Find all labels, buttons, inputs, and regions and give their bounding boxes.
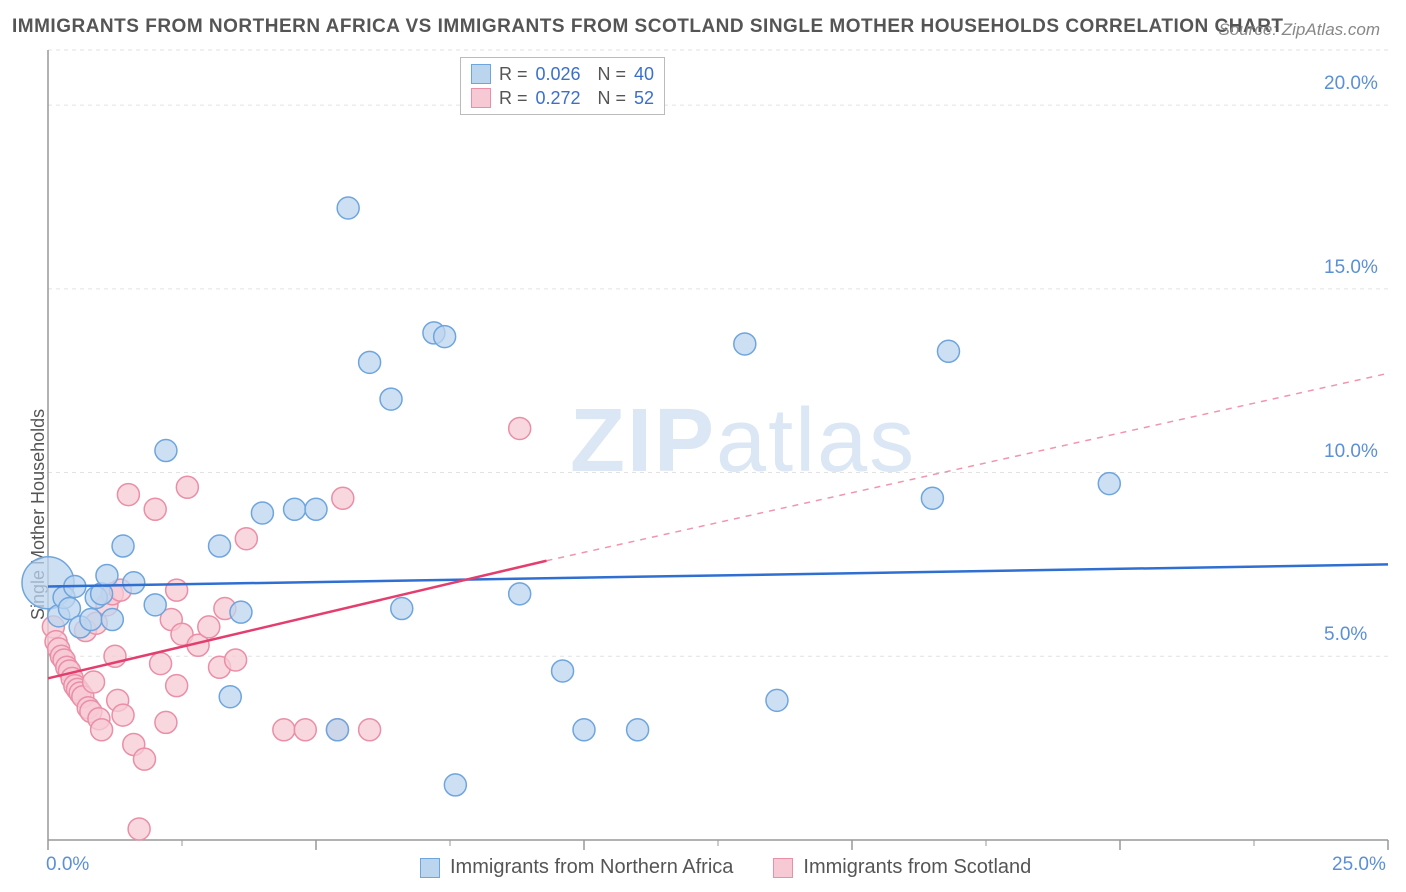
legend-r-value: 0.026 [536,62,590,86]
legend-swatch [773,858,793,878]
chart-title: IMMIGRANTS FROM NORTHERN AFRICA VS IMMIG… [12,16,1284,38]
source-label: Source: ZipAtlas.com [1218,20,1380,40]
legend-r-label: R = [499,86,528,110]
legend-series-label: Immigrants from Northern Africa [450,856,733,879]
scatter-plot [48,50,1388,840]
legend-n-label: N = [598,62,627,86]
legend-swatch [420,858,440,878]
legend-swatch [471,88,491,108]
legend-series-label: Immigrants from Scotland [803,856,1031,879]
y-tick-label: 15.0% [1324,257,1378,279]
y-tick-label: 20.0% [1324,73,1378,95]
legend-correlation: R = 0.026 N = 40 R = 0.272 N = 52 [460,57,665,115]
legend-series: Immigrants from Northern Africa Immigrant… [420,856,1031,879]
legend-r-value: 0.272 [536,86,590,110]
legend-swatch [471,64,491,84]
x-tick-label: 25.0% [1332,854,1386,876]
y-tick-label: 10.0% [1324,441,1378,463]
legend-n-label: N = [598,86,627,110]
legend-n-value: 52 [634,86,654,110]
x-tick-label: 0.0% [46,854,89,876]
legend-n-value: 40 [634,62,654,86]
y-tick-label: 5.0% [1324,624,1367,646]
legend-r-label: R = [499,62,528,86]
